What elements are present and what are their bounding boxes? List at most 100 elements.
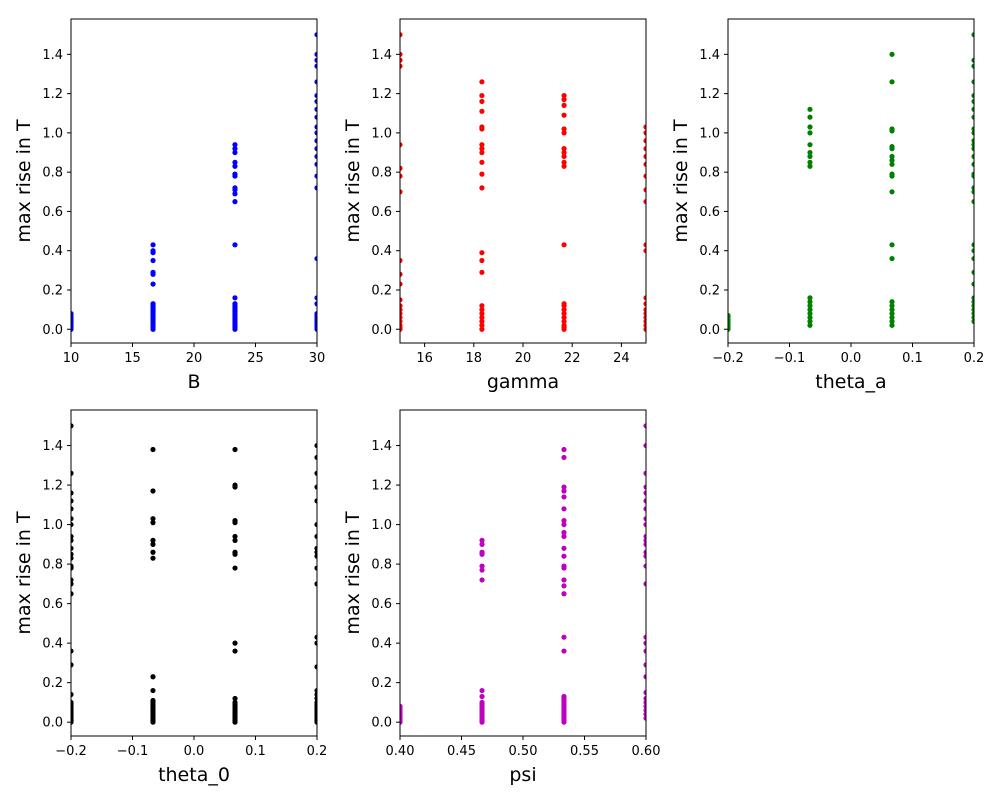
data-point: [561, 301, 567, 307]
data-point: [232, 537, 238, 544]
y-tick-label: 0.6: [699, 205, 720, 220]
data-point: [728, 312, 731, 319]
data-point: [232, 565, 238, 571]
data-point: [479, 541, 485, 547]
data-point: [561, 488, 567, 494]
data-point: [314, 161, 317, 167]
data-point: [971, 142, 974, 148]
data-point: [971, 98, 974, 105]
data-point: [150, 281, 156, 287]
data-point: [971, 310, 974, 317]
data-point: [971, 295, 974, 301]
data-point: [232, 695, 238, 702]
y-tick-label: 0.0: [371, 716, 392, 731]
data-point: [971, 79, 974, 85]
x-tick-label: −0.2: [55, 744, 87, 759]
data-point: [561, 126, 567, 132]
data-point: [314, 634, 317, 640]
data-point: [314, 153, 317, 160]
data-point: [479, 185, 485, 191]
data-point: [479, 142, 485, 148]
data-point: [71, 545, 74, 551]
data-point: [643, 541, 646, 547]
data-point: [561, 314, 567, 321]
data-point: [561, 545, 567, 551]
data-point: [314, 185, 317, 191]
data-point: [971, 318, 974, 324]
data-point: [479, 257, 485, 264]
data-point: [971, 314, 974, 321]
data-point: [971, 185, 974, 191]
y-tick-label: 1.0: [371, 126, 392, 141]
data-point: [971, 269, 974, 275]
data-point: [479, 549, 485, 555]
y-tick-label: 0.0: [699, 323, 720, 338]
data-point: [561, 553, 567, 559]
data-point: [643, 521, 646, 528]
data-point: [400, 57, 403, 63]
data-point: [643, 322, 646, 328]
y-tick-label: 1.2: [371, 87, 392, 102]
subplot-psi: 0.40 0.45 0.50 0.55 0.60 0.0 0.2 0.4 0.6 0.8 1.0 1.…: [342, 409, 660, 786]
data-point: [71, 577, 74, 583]
data-point: [807, 299, 813, 305]
x-tick-label: 16: [416, 351, 433, 366]
data-point: [561, 96, 567, 103]
data-point: [314, 687, 317, 694]
data-point: [314, 664, 317, 670]
axes-frame: [70, 409, 318, 737]
data-point: [479, 92, 485, 99]
data-point: [400, 189, 403, 195]
x-tick-label: 0.40: [386, 744, 415, 759]
data-point: [71, 691, 74, 698]
x-axis-label: psi: [509, 764, 536, 786]
x-tick-label: 0.2: [307, 744, 328, 759]
data-point: [479, 567, 485, 573]
data-point: [971, 126, 974, 132]
data-point: [71, 699, 74, 706]
data-point: [561, 533, 567, 540]
data-point: [971, 171, 974, 177]
data-point: [314, 695, 317, 702]
data-point: [314, 581, 317, 587]
data-point: [232, 199, 238, 205]
data-point: [807, 163, 813, 169]
data-point: [561, 310, 567, 317]
data-point: [314, 545, 317, 551]
data-point: [561, 494, 567, 500]
data-point: [400, 703, 403, 709]
data-point: [561, 563, 567, 569]
y-tick-label: 1.0: [42, 126, 63, 141]
data-point: [479, 98, 485, 105]
data-point: [561, 506, 567, 512]
data-point: [643, 537, 646, 543]
data-point: [807, 295, 813, 301]
data-point: [971, 63, 974, 69]
data-point: [643, 662, 646, 668]
data-point: [314, 553, 317, 559]
data-point: [971, 153, 974, 160]
y-tick-label: 1.2: [371, 479, 392, 494]
data-point: [232, 301, 238, 307]
data-point: [561, 577, 567, 583]
data-point: [232, 146, 238, 152]
y-tick-label: 0.2: [42, 676, 63, 691]
data-point: [889, 157, 895, 163]
data-point: [643, 173, 646, 179]
data-point: [807, 106, 813, 112]
x-tick-label: 0.2: [964, 351, 985, 366]
data-point: [889, 171, 895, 177]
data-point: [71, 506, 74, 512]
data-point: [971, 189, 974, 195]
data-point: [971, 130, 974, 136]
data-point: [314, 521, 317, 528]
data-points: [400, 32, 646, 332]
data-point: [400, 271, 403, 277]
data-point: [889, 144, 895, 150]
x-tick-label: 20: [515, 351, 532, 366]
data-point: [232, 295, 238, 301]
y-tick-label: 0.2: [699, 283, 720, 298]
axes-frame: [70, 18, 318, 344]
data-point: [314, 301, 317, 307]
data-point: [889, 322, 895, 328]
